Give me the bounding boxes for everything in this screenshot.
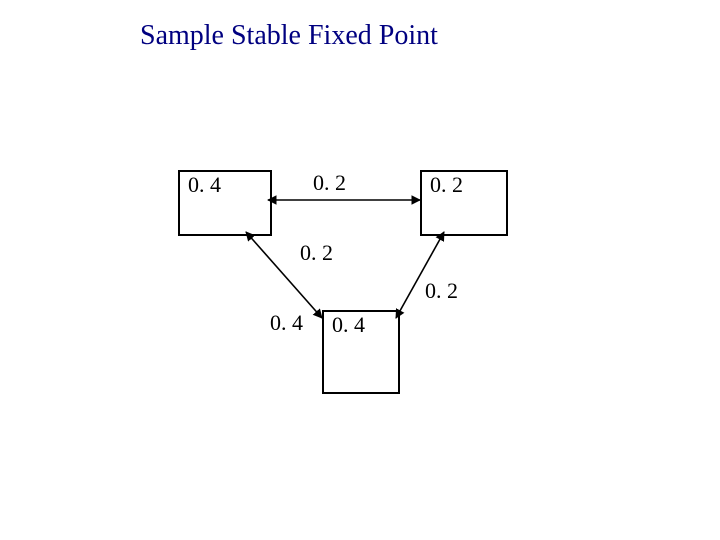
node-b-label: 0. 2 [430,172,463,198]
node-a-label: 0. 4 [188,172,221,198]
edge-ac-label: 0. 2 [300,240,333,266]
page-title: Sample Stable Fixed Point [140,20,438,52]
node-c-label: 0. 4 [332,312,365,338]
extra-label-0: 0. 4 [270,310,303,336]
edge-ab-label: 0. 2 [313,170,346,196]
edge-bc-label: 0. 2 [425,278,458,304]
edges-layer [0,0,720,540]
edge-bc [396,232,444,318]
